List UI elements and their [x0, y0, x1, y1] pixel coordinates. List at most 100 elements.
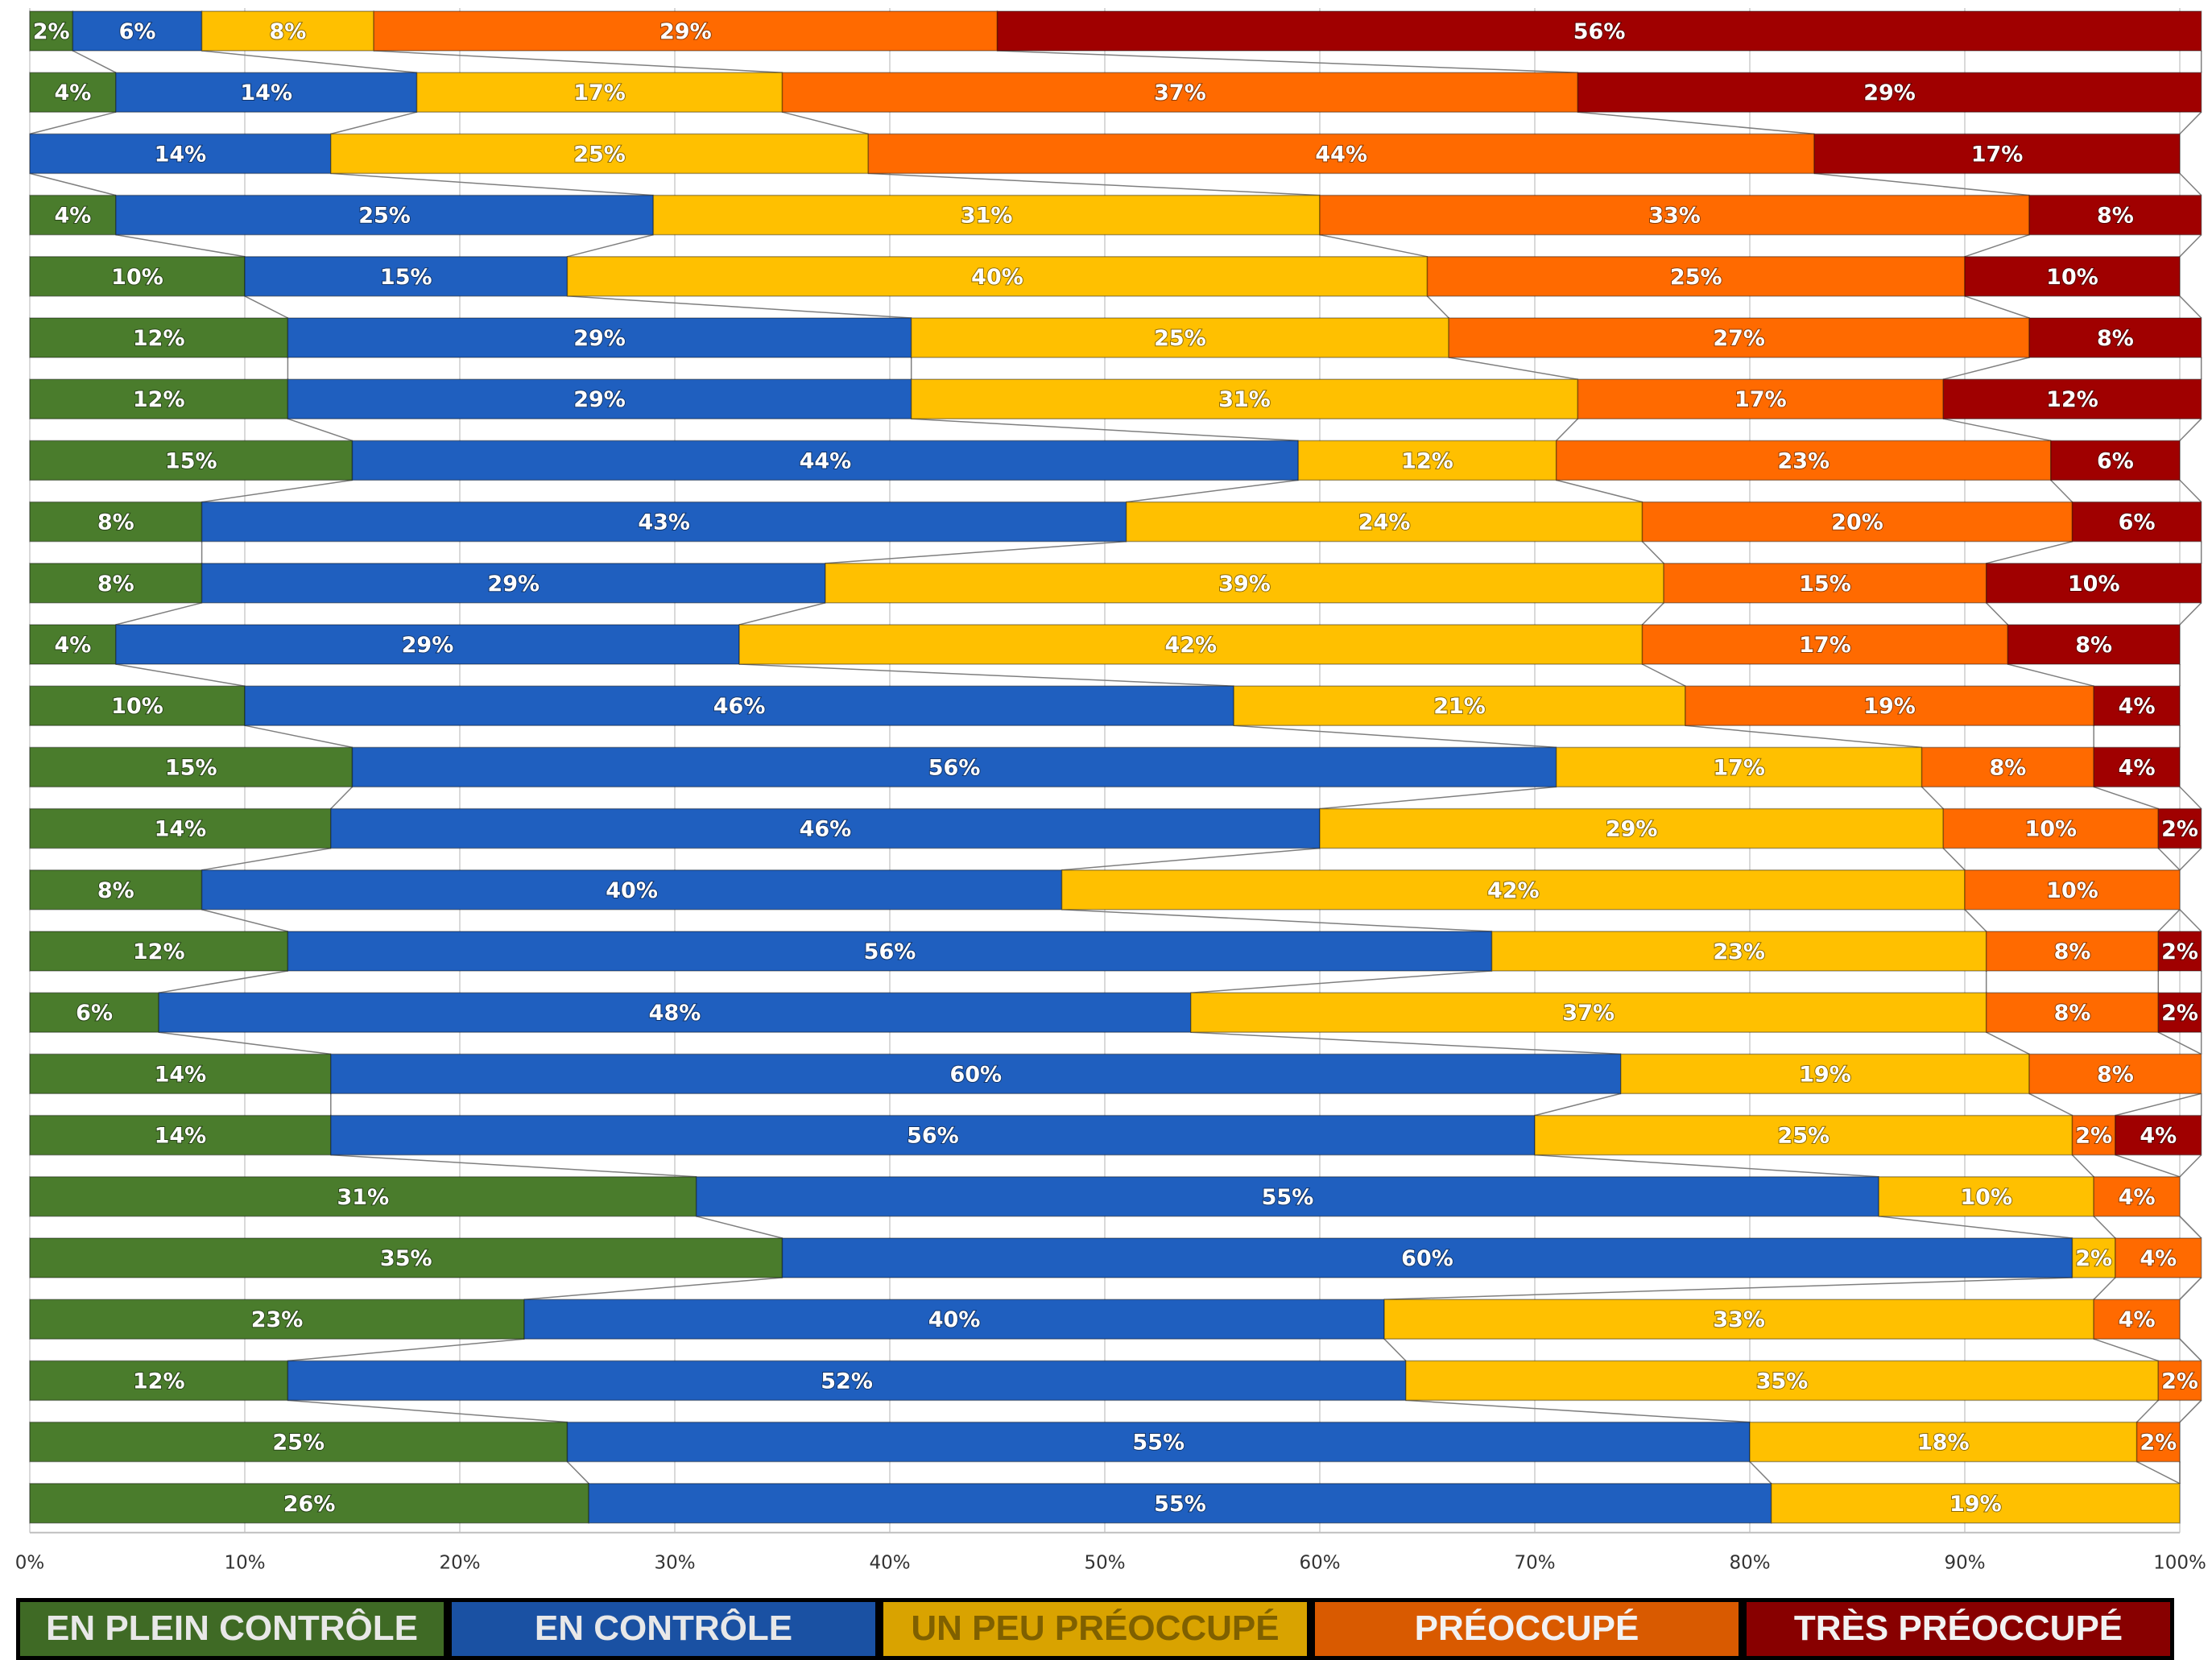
series-line [2050, 479, 2073, 503]
data-label: 2% [2161, 1369, 2198, 1394]
bar-segment [1878, 1176, 2094, 1217]
data-label: 4% [2119, 1307, 2156, 1332]
series-line [201, 909, 288, 932]
series-line [2179, 172, 2202, 196]
data-label: 8% [2097, 326, 2134, 351]
bar-segment [29, 440, 354, 481]
series-line [1405, 1399, 1751, 1423]
series-line [782, 111, 869, 135]
series-line [1556, 479, 1643, 503]
series-line [2007, 663, 2094, 687]
data-label: 60% [1401, 1246, 1453, 1271]
bar-segment [2157, 807, 2202, 849]
x-tick-label: 20% [439, 1552, 480, 1573]
data-label: 4% [54, 81, 91, 105]
data-label: 14% [155, 142, 207, 167]
series-line [1190, 970, 1492, 993]
bar-segment [2093, 685, 2181, 726]
series-line [287, 1338, 525, 1362]
bar-segment [2136, 1421, 2181, 1463]
data-label: 6% [119, 19, 156, 44]
series-line [2179, 1399, 2202, 1423]
bar-segment [2115, 1114, 2202, 1156]
bar-segment [29, 133, 332, 175]
bar-segment [2115, 1237, 2202, 1278]
series-line [1190, 1031, 1621, 1055]
series-line [2136, 1460, 2181, 1485]
bar-segment [910, 317, 1449, 358]
data-label: 39% [1218, 572, 1271, 597]
data-label: 19% [1799, 1062, 1851, 1087]
bar-segment [2028, 317, 2202, 358]
bar-segment [825, 563, 1664, 604]
series-line [1534, 1154, 1879, 1178]
data-label: 35% [380, 1246, 432, 1271]
bar-segment [29, 194, 117, 236]
series-line [2179, 1277, 2202, 1300]
bar-segment [1577, 72, 2202, 113]
data-label: 48% [649, 1001, 701, 1026]
series-line [825, 540, 1127, 564]
bar-segment [1663, 563, 1987, 604]
bar-segment [29, 72, 117, 113]
data-label: 46% [713, 694, 766, 719]
data-label: 17% [1713, 755, 1765, 780]
bar-segment [1125, 501, 1643, 543]
series-line [1685, 725, 1922, 749]
bar-segment [244, 685, 1234, 726]
data-label: 2% [2075, 1246, 2112, 1271]
x-tick-label: 40% [869, 1552, 910, 1573]
data-label: 8% [2097, 1062, 2134, 1087]
bar-segment [29, 685, 246, 726]
data-label: 44% [1315, 142, 1367, 167]
data-label: 55% [1262, 1185, 1314, 1210]
data-label: 8% [1989, 755, 2026, 780]
data-label: 55% [1132, 1431, 1185, 1456]
series-line [2071, 1154, 2094, 1178]
series-line [1319, 233, 1428, 258]
bar-segment [1985, 563, 2202, 604]
bar-segment [2157, 1360, 2202, 1402]
bar-segment [2157, 992, 2202, 1033]
data-label: 17% [1734, 387, 1787, 412]
bar-segment [2050, 440, 2181, 481]
bar-segment [351, 440, 1300, 481]
data-label: 4% [54, 633, 91, 658]
data-label: 56% [907, 1124, 959, 1149]
series-line [2093, 1277, 2116, 1300]
data-label: 8% [2097, 204, 2134, 229]
legend-swatch [452, 1602, 875, 1656]
data-label: 55% [1154, 1492, 1206, 1517]
data-label: 8% [2075, 633, 2112, 658]
bar-segment [1233, 685, 1686, 726]
bar-segment [1190, 992, 1987, 1033]
data-label: 2% [2075, 1124, 2112, 1149]
bar-segment [29, 807, 332, 849]
bar-segment [115, 72, 418, 113]
series-line [2179, 111, 2202, 134]
data-label: 12% [133, 326, 185, 351]
bar-segment [1942, 378, 2202, 419]
series-line [696, 1216, 783, 1239]
series-line [2136, 1399, 2159, 1423]
x-tick-label: 50% [1084, 1552, 1125, 1573]
series-line [29, 172, 116, 196]
series-line [29, 111, 116, 135]
series-line [911, 418, 1299, 442]
series-line [1986, 1031, 2030, 1055]
series-line [374, 50, 783, 73]
series-line [2179, 1154, 2202, 1178]
data-label: 25% [1670, 265, 1722, 290]
bar-segment [1749, 1421, 2138, 1463]
bar-segment [910, 378, 1579, 419]
bar-segment [201, 10, 374, 52]
data-label: 2% [2140, 1431, 2177, 1456]
data-label: 35% [1756, 1369, 1809, 1394]
series-line [287, 1399, 568, 1423]
data-label: 10% [2024, 817, 2077, 842]
series-line [2115, 1092, 2202, 1117]
series-line [2179, 479, 2202, 503]
series-line [330, 172, 654, 196]
series-line [1879, 1216, 2073, 1239]
series-line [115, 233, 246, 258]
